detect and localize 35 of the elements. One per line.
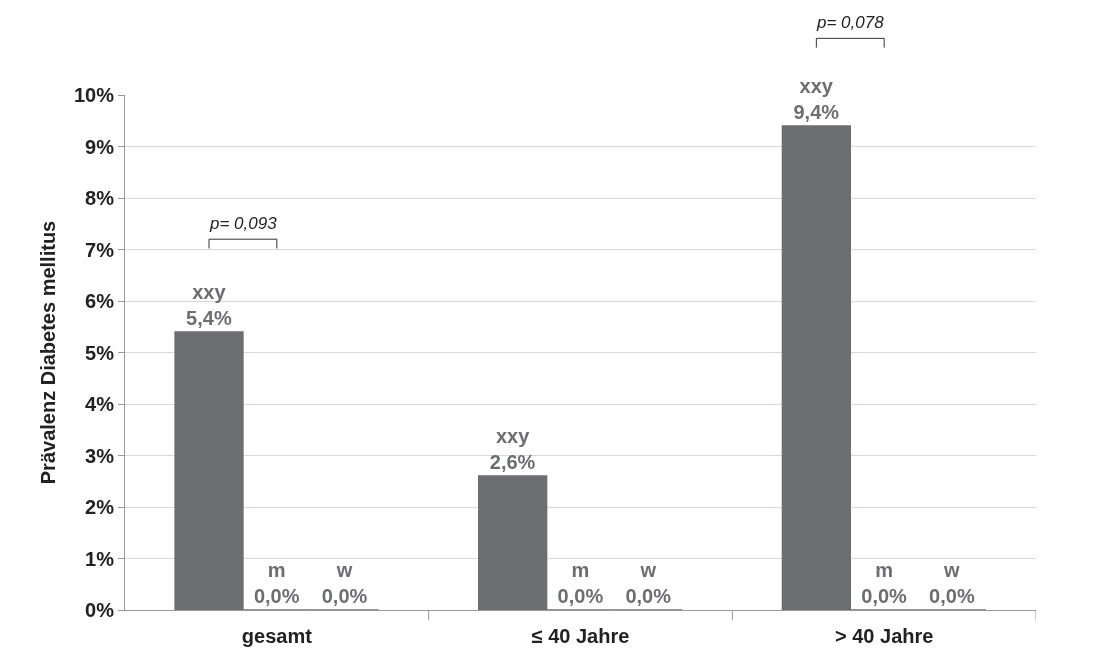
y-tick-label: 8% xyxy=(85,187,115,209)
y-tick-label: 9% xyxy=(85,135,115,158)
series-label: m xyxy=(267,559,286,581)
y-tick-label: 5% xyxy=(85,341,115,364)
y-tick-label: 2% xyxy=(85,496,115,518)
text: m xyxy=(875,559,893,581)
series-label: xxy xyxy=(192,280,227,303)
data-label: 5,4% xyxy=(186,306,232,329)
y-tick-label: 7% xyxy=(85,238,115,261)
text: m xyxy=(571,559,590,581)
x-tick-label: ≤ 40 Jahre xyxy=(531,625,630,647)
text: xxy xyxy=(799,74,833,97)
y-tick-label: 10% xyxy=(73,84,115,106)
y-tick-label: 4% xyxy=(85,393,115,415)
data-label: 0,0% xyxy=(557,585,604,607)
text: w xyxy=(640,559,656,581)
x-tick-label: gesamt xyxy=(241,625,313,647)
y-tick-label: 0% xyxy=(85,599,115,621)
y-axis-title: Prävalenz Diabetes mellitus xyxy=(37,220,60,485)
y-tick-label: 1% xyxy=(85,547,115,570)
data-label: 0,0% xyxy=(929,585,975,607)
annotation: p= 0,093 xyxy=(209,214,278,233)
data-label: 0,0% xyxy=(625,585,672,607)
data-label: 9,4% xyxy=(793,100,840,123)
text: xxy xyxy=(495,425,530,448)
data-label: 0,0% xyxy=(253,585,300,607)
x-tick-label: > 40 Jahre xyxy=(834,625,934,647)
data-label: 2,6% xyxy=(489,451,536,474)
data-label: 0,0% xyxy=(321,585,368,607)
y-tick-label: 6% xyxy=(85,290,115,312)
text: p= 0,078 xyxy=(816,13,885,32)
series-label: w xyxy=(335,559,353,581)
data-label: 0,0% xyxy=(861,585,908,607)
y-tick-label: 3% xyxy=(85,444,115,467)
text: w xyxy=(944,559,960,581)
